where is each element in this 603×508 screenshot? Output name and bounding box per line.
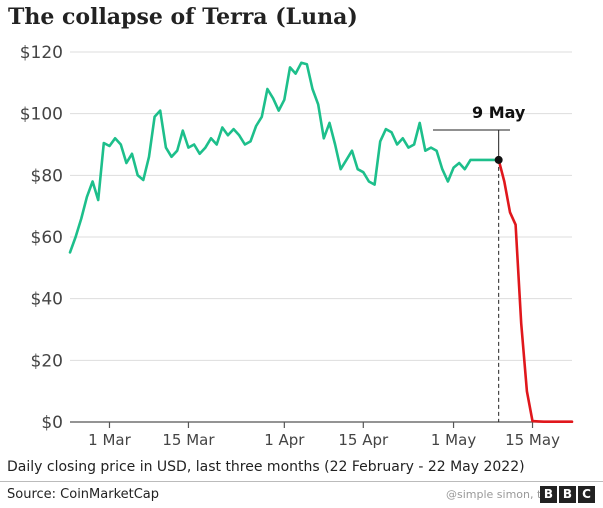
x-tick-label-2: 1 Apr — [264, 431, 305, 449]
y-tick-label-1: $20 — [31, 351, 63, 371]
annotation: 9 May — [433, 103, 526, 422]
y-tick-label-4: $80 — [31, 166, 63, 186]
x-tick-label-3: 15 Apr — [338, 431, 389, 449]
annotation-label: 9 May — [472, 103, 526, 122]
x-axis-ticks: 1 Mar 15 Mar 1 Apr 15 Apr 1 May 15 May — [88, 422, 560, 449]
x-tick-label-4: 1 May — [431, 431, 476, 449]
y-axis-tick-labels: $0 $20 $40 $60 $80 $100 $120 — [20, 43, 63, 433]
price-lines — [68, 61, 574, 424]
series-line-1 — [497, 158, 574, 424]
annotation-point — [494, 155, 503, 164]
logo-block-3: C — [578, 486, 595, 503]
bbc-logo: B B C — [540, 486, 595, 503]
y-tick-label-5: $100 — [20, 105, 63, 125]
footer-divider — [0, 481, 603, 482]
series-line-0 — [68, 61, 501, 254]
chart-subtitle: Daily closing price in USD, last three m… — [7, 459, 525, 475]
logo-block-1: B — [540, 486, 557, 503]
y-tick-label-3: $60 — [31, 228, 63, 248]
y-tick-label-2: $40 — [31, 290, 63, 310]
x-tick-label-0: 1 Mar — [88, 431, 131, 449]
chart-source: Source: CoinMarketCap — [7, 487, 160, 502]
x-tick-label-5: 15 May — [505, 431, 560, 449]
logo-block-2: B — [559, 486, 576, 503]
x-tick-label-1: 15 Mar — [162, 431, 215, 449]
chart-title: The collapse of Terra (Luna) — [8, 4, 358, 30]
y-tick-label-6: $120 — [20, 43, 63, 63]
y-tick-label-0: $0 — [41, 413, 63, 433]
